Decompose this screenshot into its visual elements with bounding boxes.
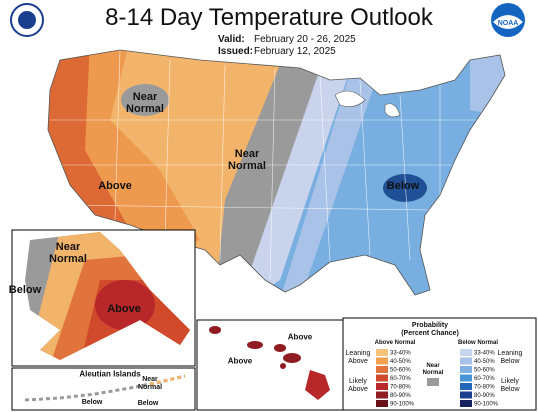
legend-bin-label: 80-90% (390, 393, 411, 399)
map-label: Above (227, 356, 253, 366)
legend-swatch (376, 391, 388, 399)
legend-swatch (460, 374, 472, 382)
issued-line: Issued:February 12, 2025 (218, 46, 336, 57)
map-label: Above (107, 303, 141, 315)
issued-label: Issued: (218, 46, 254, 57)
issued-date: February 12, 2025 (254, 46, 336, 57)
map-label: Below (137, 400, 159, 407)
hawaii-islands (209, 326, 330, 400)
hawaii-inset (196, 319, 348, 411)
legend-below-title: Below Normal (457, 340, 499, 346)
legend-bin-label: 50-60% (390, 368, 411, 374)
legend-title: Probability (Percent Chance) (401, 322, 459, 337)
legend-bin-label: 40-50% (474, 359, 495, 365)
legend-swatch (376, 374, 388, 382)
legend-bin-label: 60-70% (390, 376, 411, 382)
legend-bin-label: 70-80% (390, 385, 411, 391)
legend-leaning-below: Leaning Below (497, 350, 523, 365)
commerce-logo-center (18, 11, 36, 29)
legend-near-swatch (427, 378, 439, 386)
legend-bin-label: 70-80% (474, 385, 495, 391)
legend-bin-label: 50-60% (474, 368, 495, 374)
legend-near-label: Near Normal (422, 363, 444, 376)
legend-bin-label: 33-40% (474, 351, 495, 357)
legend-swatch (376, 357, 388, 365)
noaa-logo-bird (493, 15, 523, 29)
legend-swatch (460, 349, 472, 356)
great-lakes (334, 90, 401, 118)
aleutian-title: Aleutian Islands (79, 369, 141, 379)
legend-swatch (376, 400, 388, 407)
noaa-logo-text: NOAA (498, 20, 519, 27)
legend-swatch (460, 383, 472, 390)
legend-swatch (376, 383, 388, 390)
legend-likely-above: Likely Above (348, 378, 368, 393)
legend-leaning-above: Leaning Above (345, 350, 371, 365)
valid-label: Valid: (218, 34, 245, 45)
map-label: Below (8, 284, 42, 296)
map-label: Below (81, 399, 103, 406)
legend-above-title: Above Normal (374, 340, 416, 346)
legend-swatch (460, 400, 472, 407)
legend-bin-label: 80-90% (474, 393, 495, 399)
legend-likely-below: Likely Below (500, 378, 520, 393)
legend-bin-label: 60-70% (474, 376, 495, 382)
title: 8-14 Day Temperature Outlook (105, 4, 433, 31)
map-label: Near Normal (228, 148, 266, 172)
map-label: Above (287, 332, 313, 342)
legend-box (342, 317, 537, 411)
valid-dates: February 20 - 26, 2025 (254, 34, 356, 45)
legend-bin-label: 33-40% (390, 351, 411, 357)
legend-bin-label: 40-50% (390, 359, 411, 365)
map-label: Near Normal (49, 241, 87, 265)
state-lines (50, 50, 480, 281)
valid-line: Valid: February 20 - 26, 2025 (218, 34, 356, 45)
aleutian-inset (11, 367, 196, 411)
legend-bin-label: 90-100% (390, 402, 415, 408)
map-label: Above (98, 180, 132, 192)
legend-swatch (376, 366, 388, 373)
map-label: Near Normal (126, 91, 164, 115)
legend-swatch (460, 391, 472, 399)
legend-swatch (376, 349, 388, 356)
map-label: Near Normal (137, 376, 163, 391)
legend-swatch (460, 357, 472, 365)
legend-swatch (460, 366, 472, 373)
aleutian-east (149, 374, 186, 386)
map-label: Below (386, 180, 420, 192)
legend-bin-label: 90-100% (474, 402, 499, 408)
